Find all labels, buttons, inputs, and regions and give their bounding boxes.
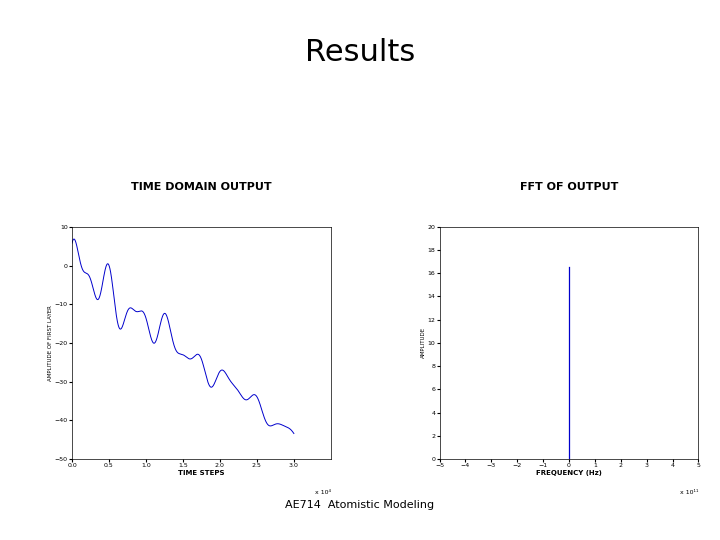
Text: AE714  Atomistic Modeling: AE714 Atomistic Modeling [285,500,435,510]
Text: x 10⁴: x 10⁴ [315,490,331,495]
Y-axis label: AMPLITUDE: AMPLITUDE [421,327,426,359]
Y-axis label: AMPLITUDE OF FIRST LAYER: AMPLITUDE OF FIRST LAYER [48,305,53,381]
Text: Results: Results [305,38,415,67]
Text: TIME DOMAIN OUTPUT: TIME DOMAIN OUTPUT [131,181,271,192]
X-axis label: TIME STEPS: TIME STEPS [178,470,225,476]
X-axis label: FREQUENCY (Hz): FREQUENCY (Hz) [536,470,602,476]
Text: FFT OF OUTPUT: FFT OF OUTPUT [520,181,618,192]
Text: x 10¹¹: x 10¹¹ [680,490,698,495]
